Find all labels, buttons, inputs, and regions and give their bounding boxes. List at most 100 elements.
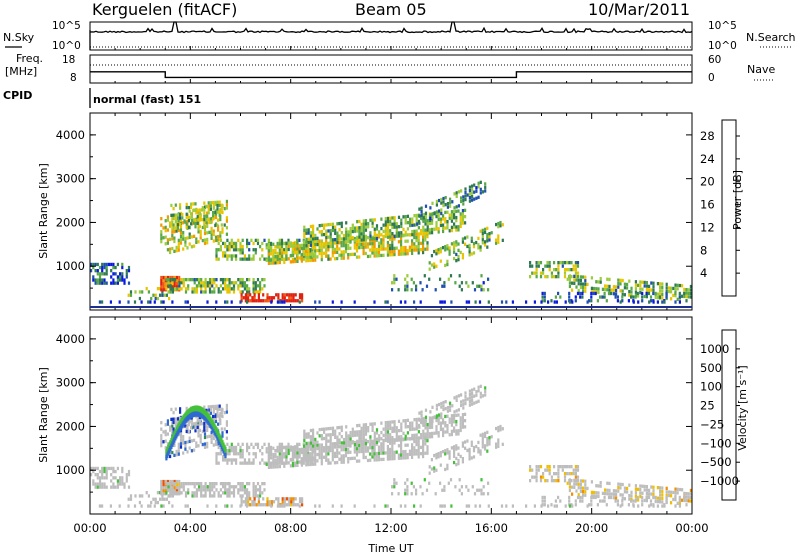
power-cell (468, 250, 471, 254)
power-cell (212, 217, 215, 221)
velocity-cell (486, 449, 489, 453)
velocity-cell (362, 423, 365, 427)
velocity-cell (384, 430, 387, 434)
power-cell (557, 264, 560, 268)
velocity-cell (209, 405, 212, 409)
power-cell (386, 240, 389, 245)
power-cell (437, 227, 440, 231)
power-cell (364, 225, 368, 229)
velocity-cell (323, 436, 326, 441)
power-cell (198, 211, 201, 215)
velocity-cell (160, 421, 163, 425)
velocity-cell (579, 499, 582, 503)
velocity-cell (415, 433, 418, 437)
velocity-cell (475, 400, 478, 404)
power-cell (292, 247, 295, 251)
velocity-cell (203, 422, 206, 426)
velocity-cell (254, 491, 257, 495)
velocity-cell (162, 479, 165, 484)
velocity-cell (621, 503, 624, 507)
velocity-cell (292, 448, 295, 452)
power-cell (355, 255, 359, 259)
power-cell (406, 239, 409, 243)
power-cell (446, 262, 449, 267)
power-cell (301, 296, 304, 300)
power-cell (442, 196, 445, 201)
power-cell (384, 234, 387, 239)
power-cell (325, 242, 328, 246)
power-cell (406, 227, 409, 231)
velocity-cell (393, 438, 396, 443)
velocity-cell (391, 447, 394, 451)
power-cell (150, 296, 153, 301)
velocity-cell (171, 421, 174, 425)
velocity-cell (362, 432, 365, 436)
power-cell (175, 282, 178, 286)
velocity-cell (667, 490, 670, 494)
velocity-cell (484, 393, 487, 397)
power-cell (307, 258, 310, 263)
power-cell (296, 256, 299, 260)
power-cell (649, 299, 653, 303)
power-cell (449, 204, 452, 208)
power-cell (400, 231, 403, 235)
velocity-cell (621, 496, 624, 501)
velocity-cell (314, 453, 317, 457)
velocity-cell (178, 488, 181, 492)
velocity-cell (373, 422, 376, 426)
velocity-cell (166, 432, 169, 436)
power-cell (154, 296, 157, 301)
velocity-cell (96, 482, 99, 486)
power-cell (215, 238, 218, 242)
velocity-cell (193, 425, 196, 429)
velocity-cell (373, 437, 376, 442)
power-cell (406, 221, 409, 225)
power-cell (360, 229, 363, 233)
velocity-cell (302, 461, 305, 465)
power-cell (138, 296, 141, 301)
velocity-cell (461, 419, 464, 423)
power-cell (202, 281, 205, 285)
velocity-cell (202, 494, 205, 498)
velocity-cell (147, 504, 150, 508)
velocity-cell (311, 458, 314, 462)
power-cell (270, 245, 273, 250)
velocity-cell (267, 459, 270, 463)
velocity-cell (182, 482, 185, 486)
power-cell (164, 275, 167, 280)
power-cell (200, 284, 203, 288)
velocity-cell (634, 491, 637, 495)
power-cell (674, 287, 677, 291)
power-cell (360, 235, 363, 239)
power-cell (290, 299, 293, 303)
velocity-cell (305, 441, 308, 446)
power-cell (340, 221, 343, 225)
velocity-cell (325, 449, 328, 453)
velocity-cell (364, 432, 368, 436)
power-cell (213, 290, 216, 294)
velocity-cell (619, 504, 622, 508)
power-cell (224, 300, 227, 304)
power-cell (450, 242, 453, 246)
velocity-cell (268, 503, 271, 507)
velocity-cell (327, 433, 330, 437)
power-cell (448, 246, 451, 250)
velocity-cell (217, 442, 220, 446)
velocity-cell (292, 457, 295, 461)
power-cell (377, 254, 381, 258)
power-cell (272, 252, 275, 256)
velocity-cell (340, 504, 343, 508)
power-cell (423, 274, 426, 278)
velocity-cell (616, 503, 619, 507)
power-cell (450, 228, 453, 233)
power-cell (426, 244, 429, 248)
velocity-cell (422, 435, 425, 440)
power-cell (228, 241, 231, 246)
velocity-cell (314, 450, 317, 454)
power-cell (426, 222, 429, 226)
power-cell (687, 295, 690, 299)
velocity-cell (314, 437, 317, 442)
velocity-cell (382, 445, 385, 449)
power-cell (397, 240, 400, 244)
power-cell (603, 295, 606, 299)
